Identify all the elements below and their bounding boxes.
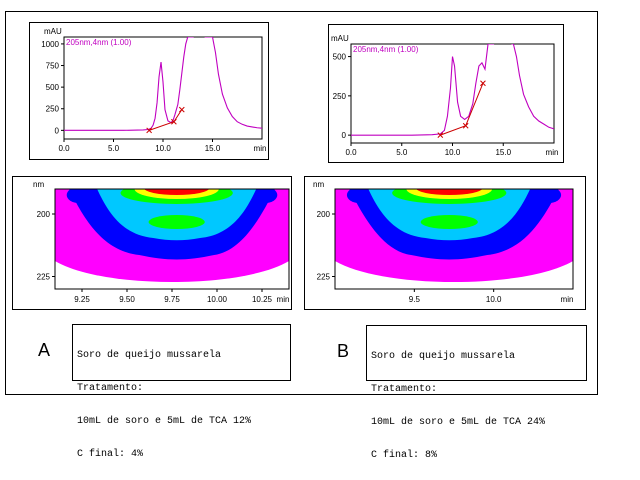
contour-a-level-3-lower bbox=[148, 215, 205, 229]
chrom-a-y-tick-label: 750 bbox=[46, 62, 60, 71]
chrom-a-y-tick-label: 0 bbox=[55, 126, 60, 135]
chrom-b-series-group bbox=[351, 44, 554, 138]
chrom-a-integration-marker bbox=[178, 106, 185, 113]
contour-a-y-axis-label: nm bbox=[33, 180, 44, 189]
info-b-line-4: C final: 8% bbox=[371, 450, 438, 461]
contour-b-plot: 9.5 10.0 min 200 225 nm bbox=[313, 180, 574, 304]
chrom-a-trace-line bbox=[64, 37, 194, 131]
info-box-b: Soro de queijo mussarela Tratamento: 10m… bbox=[366, 325, 587, 461]
chrom-a-integration-marker bbox=[171, 118, 177, 125]
info-b-line-2: Tratamento: bbox=[371, 384, 438, 395]
chrom-a-x-tick-label: 0.0 bbox=[58, 144, 70, 153]
contour-a-x-tick-label: 9.25 bbox=[74, 295, 90, 304]
contour-b-level-2 bbox=[368, 189, 531, 241]
info-a-line-4: C final: 4% bbox=[77, 449, 144, 460]
chrom-b-trace-line bbox=[511, 44, 554, 130]
chrom-b-x-tick-label: 10.0 bbox=[445, 148, 461, 157]
contour-a-x-tick-label: 9.75 bbox=[164, 295, 180, 304]
contour-a-x-tick-label: 10.25 bbox=[252, 295, 273, 304]
info-a-line-1: Soro de queijo mussarela bbox=[77, 350, 222, 361]
chrom-a-x-tick-label: 5.0 bbox=[108, 144, 120, 153]
contour-b-x-tick-label: 10.0 bbox=[486, 295, 502, 304]
chrom-b-y-tick-label: 0 bbox=[342, 131, 347, 140]
chrom-b-x-tick-label: 0.0 bbox=[345, 148, 357, 157]
contour-a-plot: 9.25 9.50 9.75 10.00 10.25 min 200 225 nm bbox=[33, 180, 290, 304]
chrom-a-y-tick-label: 1000 bbox=[41, 40, 59, 49]
contour-b-level-3-lower bbox=[420, 215, 478, 229]
chrom-b-y-tick-label: 250 bbox=[333, 92, 347, 101]
contour-b-y-tick-label: 200 bbox=[317, 210, 331, 219]
chrom-b-integration-marker bbox=[480, 80, 486, 87]
chrom-b-integration-marker bbox=[437, 132, 444, 138]
chrom-b-integration-line bbox=[440, 83, 484, 136]
contour-b-level-5 bbox=[416, 189, 483, 195]
contour-a-x-axis-label: min bbox=[277, 295, 290, 304]
contour-b-y-tick-label: 225 bbox=[317, 273, 331, 282]
contour-b-x-tick-label: 9.5 bbox=[409, 295, 421, 304]
chromatogram-b-plot: 0.0 5.0 10.0 15.0 min 0 250 500 mAU 205nm,4nm (1.… bbox=[331, 34, 559, 157]
chrom-a-trace-label: 205nm,4nm (1.00) bbox=[66, 38, 132, 47]
contour-a-y-tick-label: 200 bbox=[37, 210, 51, 219]
contour-b-level-1-left-lobe bbox=[346, 189, 371, 203]
info-a-line-3: 10mL de soro e 5mL de TCA 12% bbox=[77, 416, 252, 427]
chrom-a-integration-marker bbox=[146, 127, 152, 134]
chrom-b-y-tick-label: 500 bbox=[333, 53, 347, 62]
contour-b-y-axis-label: nm bbox=[313, 180, 324, 189]
chrom-a-x-tick-label: 10.0 bbox=[155, 144, 171, 153]
chrom-b-x-tick-label: 15.0 bbox=[495, 148, 511, 157]
chrom-a-trace-line bbox=[204, 37, 262, 129]
info-b-line-1: Soro de queijo mussarela bbox=[371, 351, 516, 362]
chromatogram-panel-a: 0.0 5.0 10.0 15.0 min 0 250 500 750 1000 mAU 205nm,… bbox=[29, 22, 269, 160]
chrom-b-trace-line bbox=[351, 44, 495, 136]
contour-a-level-5 bbox=[144, 189, 210, 195]
chrom-a-y-tick-label: 500 bbox=[46, 83, 60, 92]
contour-a-level-1-left-lobe bbox=[66, 189, 91, 203]
info-box-a: Soro de queijo mussarela Tratamento: 10m… bbox=[72, 324, 291, 460]
contour-a-contour-group bbox=[55, 189, 289, 289]
contour-b-level-1-right-lobe bbox=[537, 189, 562, 203]
contour-a-level-1-right-lobe bbox=[253, 189, 278, 203]
panel-letter-b: B bbox=[337, 341, 350, 361]
chromatogram-panel-b: 0.0 5.0 10.0 15.0 min 0 250 500 mAU 205nm,4nm (1.… bbox=[328, 24, 564, 163]
chrom-a-series-group bbox=[64, 37, 262, 134]
contour-a-x-tick-label: 10.00 bbox=[207, 295, 228, 304]
chrom-a-x-tick-label: 15.0 bbox=[205, 144, 221, 153]
contour-panel-a: 9.25 9.50 9.75 10.00 10.25 min 200 225 nm bbox=[12, 176, 292, 310]
chrom-b-x-tick-label: 5.0 bbox=[396, 148, 408, 157]
contour-b-x-axis-label: min bbox=[561, 295, 574, 304]
contour-b-contour-group bbox=[335, 189, 573, 289]
contour-panel-b: 9.5 10.0 min 200 225 nm bbox=[304, 176, 586, 310]
chrom-b-integration-marker bbox=[462, 122, 469, 129]
chrom-a-y-axis-label: mAU bbox=[44, 27, 62, 36]
info-b-line-3: 10mL de soro e 5mL de TCA 24% bbox=[371, 417, 546, 428]
chrom-b-trace-label: 205nm,4nm (1.00) bbox=[353, 45, 419, 54]
info-a-line-2: Tratamento: bbox=[77, 383, 144, 394]
chrom-a-x-axis-label: min bbox=[254, 144, 267, 153]
panel-letter-a: A bbox=[38, 340, 51, 360]
chromatogram-a-plot: 0.0 5.0 10.0 15.0 min 0 250 500 750 1000 mAU 205nm,… bbox=[41, 27, 267, 153]
chrom-a-y-tick-label: 250 bbox=[46, 105, 60, 114]
contour-b-plot-frame bbox=[334, 188, 574, 290]
chrom-b-x-axis-label: min bbox=[546, 148, 559, 157]
contour-a-x-tick-label: 9.50 bbox=[119, 295, 135, 304]
contour-a-y-tick-label: 225 bbox=[37, 273, 51, 282]
contour-a-level-2 bbox=[97, 189, 257, 241]
chrom-b-y-axis-label: mAU bbox=[331, 34, 349, 43]
